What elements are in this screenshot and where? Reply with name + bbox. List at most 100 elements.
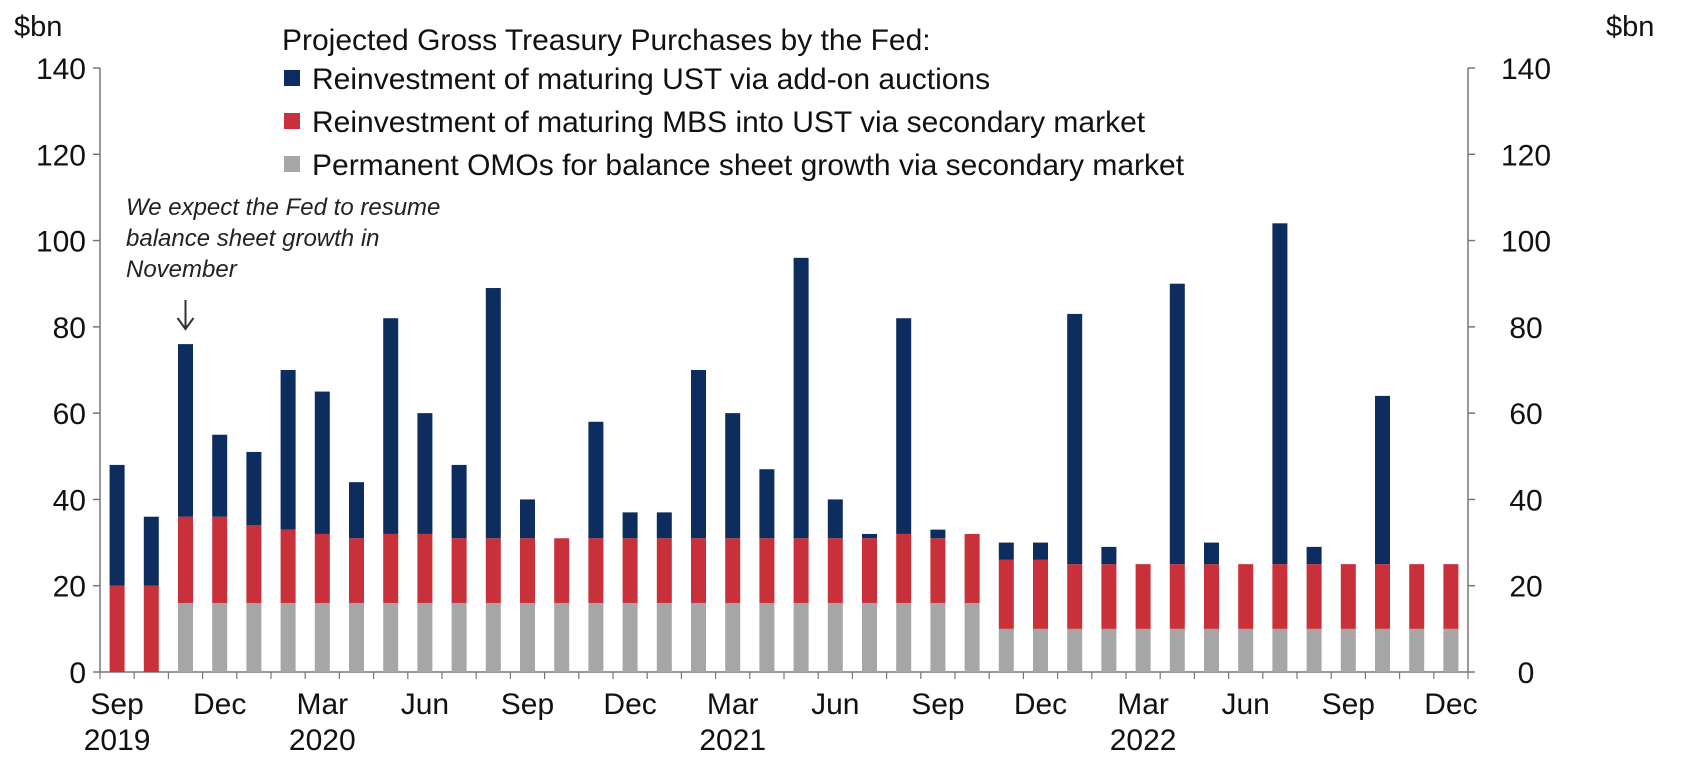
- bar-segment-mbs: [827, 538, 843, 603]
- bar-segment-mbs: [383, 533, 399, 603]
- x-tick-label: Sep: [501, 688, 554, 721]
- annotation-line-2: balance sheet growth in: [126, 225, 380, 252]
- annotation: We expect the Fed to resume balance shee…: [126, 194, 440, 331]
- bar-segment-omo: [246, 602, 262, 672]
- x-year-label: 2020: [289, 724, 356, 757]
- right-y-tick-label: 80: [1509, 312, 1542, 345]
- bar-segment-ust: [246, 451, 262, 526]
- bar-segment-ust: [1033, 542, 1048, 560]
- bar-segment-mbs: [109, 585, 125, 672]
- annotation-arrow-head: [176, 317, 195, 331]
- bar-segment-mbs: [998, 559, 1014, 629]
- bar-segment-omo: [1409, 628, 1425, 672]
- x-year-label: 2019: [84, 724, 151, 757]
- bar-segment-ust: [485, 288, 501, 539]
- bar-segment-mbs: [930, 538, 946, 603]
- bar-segment-omo: [691, 602, 706, 672]
- bar-segment-ust: [725, 413, 741, 539]
- bar-segment-omo: [280, 602, 296, 672]
- legend-swatch-ust: [284, 70, 300, 86]
- left-y-tick-label: 40: [53, 484, 86, 517]
- bar-segment-mbs: [1169, 564, 1185, 629]
- bar-segment-mbs: [1306, 564, 1322, 629]
- bar-segment-mbs: [314, 533, 330, 603]
- x-tick-label: Sep: [911, 688, 964, 721]
- legend-label-omo: Permanent OMOs for balance sheet growth …: [312, 149, 1185, 182]
- bar-segment-omo: [759, 602, 775, 672]
- bar-segment-omo: [1443, 628, 1459, 672]
- bar-segment-ust: [383, 318, 399, 534]
- bar-segment-mbs: [349, 538, 364, 603]
- right-y-tick-label: 140: [1501, 53, 1551, 86]
- bars: [109, 223, 1459, 672]
- bar-segment-omo: [349, 602, 364, 672]
- bar-segment-ust: [349, 482, 364, 539]
- legend-swatch-omo: [284, 156, 300, 172]
- x-tick-label: Sep: [90, 688, 143, 721]
- bar-segment-omo: [1169, 628, 1185, 672]
- bar-segment-ust: [1375, 395, 1390, 565]
- legend-label-ust: Reinvestment of maturing UST via add-on …: [312, 63, 990, 96]
- bar-segment-omo: [896, 602, 912, 672]
- right-y-tick-label: 60: [1509, 398, 1542, 431]
- right-y-tick-label: 0: [1518, 657, 1535, 690]
- x-tick-label: Jun: [1222, 688, 1270, 721]
- bar-segment-omo: [1238, 628, 1254, 672]
- legend-swatch-mbs: [284, 113, 300, 129]
- bar-segment-ust: [998, 542, 1014, 560]
- bar-segment-omo: [656, 602, 672, 672]
- x-tick-label: Mar: [296, 688, 348, 721]
- bar-segment-ust: [930, 529, 946, 539]
- bar-segment-omo: [588, 602, 604, 672]
- left-y-tick-label: 140: [36, 53, 86, 86]
- bar-segment-mbs: [554, 538, 570, 603]
- bar-segment-mbs: [793, 538, 809, 603]
- bar-segment-ust: [896, 318, 912, 534]
- bar-segment-omo: [622, 602, 638, 672]
- legend-title: Projected Gross Treasury Purchases by th…: [282, 24, 931, 57]
- bar-segment-mbs: [896, 533, 912, 603]
- x-tick-label: Mar: [1117, 688, 1169, 721]
- annotation-line-3: November: [126, 256, 238, 283]
- bar-segment-mbs: [622, 538, 638, 603]
- bar-segment-omo: [1204, 628, 1219, 672]
- bar-segment-ust: [1169, 283, 1185, 565]
- bar-segment-ust: [862, 533, 877, 539]
- bar-segment-omo: [314, 602, 330, 672]
- bar-segment-ust: [1306, 546, 1322, 565]
- x-tick-label: Jun: [401, 688, 449, 721]
- x-year-label: 2021: [699, 724, 766, 757]
- left-y-tick-label: 80: [53, 312, 86, 345]
- bar-segment-omo: [212, 602, 228, 672]
- bar-segment-omo: [1135, 628, 1151, 672]
- bar-segment-ust: [1101, 546, 1117, 565]
- bar-segment-mbs: [417, 533, 433, 603]
- x-year-label: 2022: [1110, 724, 1177, 757]
- bar-segment-ust: [588, 421, 604, 539]
- bar-segment-mbs: [656, 538, 672, 603]
- bar-segment-ust: [280, 370, 296, 530]
- bar-segment-ust: [109, 464, 125, 586]
- bar-segment-ust: [451, 464, 467, 539]
- bar-segment-ust: [314, 391, 330, 534]
- left-axis-unit-label: $bn: [14, 11, 62, 43]
- x-tick-label: Dec: [193, 688, 246, 721]
- bar-segment-omo: [1272, 628, 1288, 672]
- legend: Reinvestment of maturing UST via add-on …: [284, 63, 1185, 182]
- bar-segment-omo: [998, 628, 1014, 672]
- bar-segment-mbs: [1375, 564, 1390, 629]
- bar-segment-omo: [520, 602, 535, 672]
- bar-segment-omo: [1101, 628, 1117, 672]
- left-y-tick-label: 20: [53, 571, 86, 604]
- bar-segment-omo: [383, 602, 399, 672]
- bar-segment-mbs: [246, 525, 262, 603]
- bar-segment-mbs: [451, 538, 467, 603]
- bar-segment-ust: [827, 499, 843, 539]
- bar-segment-omo: [417, 602, 433, 672]
- x-tick-label: Jun: [811, 688, 859, 721]
- bar-segment-mbs: [1443, 564, 1459, 629]
- bar-segment-omo: [1375, 628, 1390, 672]
- bar-segment-mbs: [862, 538, 877, 603]
- legend-label-mbs: Reinvestment of maturing MBS into UST vi…: [312, 106, 1146, 139]
